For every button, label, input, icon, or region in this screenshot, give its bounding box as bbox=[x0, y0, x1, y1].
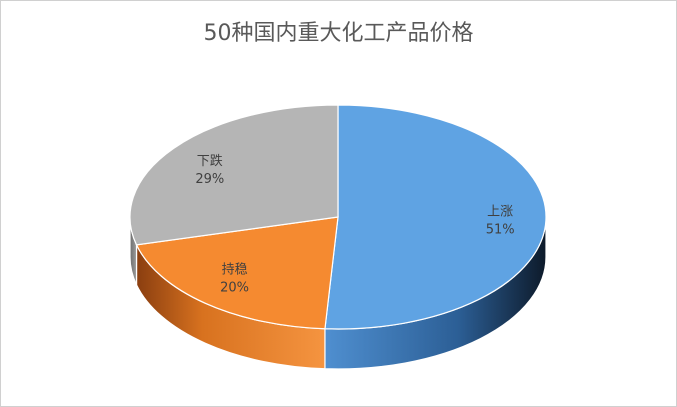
chart-title: 50种国内重大化工产品价格 bbox=[203, 21, 474, 46]
pie-slice-0 bbox=[324, 104, 547, 330]
slice-value-label: 29% bbox=[195, 172, 224, 187]
pie-slice-2 bbox=[129, 104, 339, 246]
slice-category-label: 上涨 bbox=[487, 204, 513, 219]
slice-value-label: 51% bbox=[486, 222, 515, 237]
slice-value-label: 20% bbox=[220, 280, 249, 295]
slice-category-label: 持稳 bbox=[222, 261, 248, 277]
slice-category-label: 下跌 bbox=[197, 153, 223, 169]
pie-slice-1 bbox=[135, 216, 339, 330]
